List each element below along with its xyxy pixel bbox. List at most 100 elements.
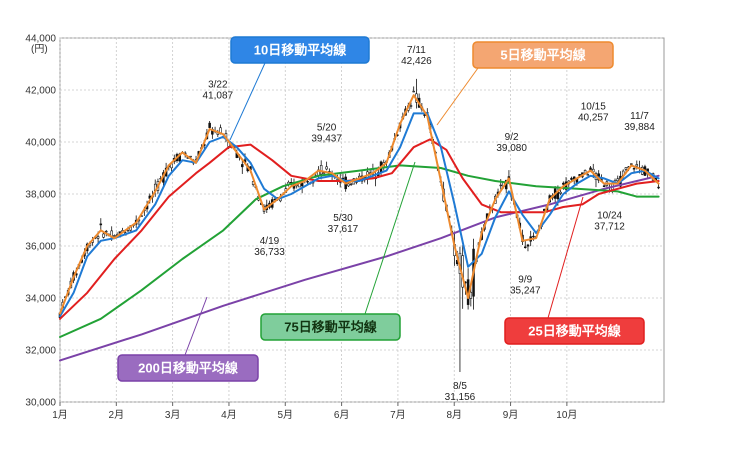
grid bbox=[59, 37, 665, 403]
annotation-date: 11/7 bbox=[630, 111, 649, 122]
candle-body bbox=[562, 182, 565, 185]
candle-body bbox=[322, 172, 326, 175]
legend-badge: 75日移動平均線 bbox=[260, 161, 416, 341]
x-tick-label: 10月 bbox=[556, 409, 577, 421]
x-tick-label: 9月 bbox=[503, 409, 519, 421]
ma-line bbox=[59, 112, 660, 318]
candle-body bbox=[347, 183, 350, 187]
ma-line bbox=[59, 138, 660, 320]
candle-body bbox=[412, 90, 415, 93]
leader-line bbox=[547, 196, 584, 319]
y-tick-label: 30,000 bbox=[25, 398, 56, 409]
price-annotation: 11/739,884 bbox=[624, 111, 655, 133]
leader-line bbox=[436, 67, 479, 126]
badge-label: 10日移動平均線 bbox=[254, 43, 347, 58]
y-axis: 44,000 42,000 40,000 38,000 36,000 34,000 32,0… bbox=[25, 34, 56, 409]
candle-body bbox=[319, 165, 323, 175]
y-tick-label: 34,000 bbox=[25, 294, 56, 305]
y-tick-label: 38,000 bbox=[25, 190, 56, 201]
candle-body bbox=[325, 166, 328, 170]
annotation-date: 10/24 bbox=[597, 210, 622, 221]
annotation-date: 7/11 bbox=[407, 45, 426, 56]
legend-badge: 5日移動平均線 bbox=[436, 41, 614, 126]
candle-body bbox=[349, 183, 353, 186]
candle-body bbox=[570, 177, 573, 180]
ma-line bbox=[59, 94, 660, 315]
legend-badge: 200日移動平均線 bbox=[117, 296, 259, 382]
annotation-date: 10/15 bbox=[581, 101, 606, 112]
candle-body bbox=[126, 230, 130, 232]
ma-line bbox=[59, 164, 660, 338]
badge-label: 75日移動平均線 bbox=[284, 320, 377, 335]
candle-body bbox=[423, 114, 426, 116]
annotation-date: 8/5 bbox=[453, 381, 467, 392]
y-tick-label: 32,000 bbox=[25, 346, 56, 357]
annotation-date: 3/22 bbox=[208, 80, 228, 91]
annotation-value: 31,156 bbox=[445, 392, 476, 403]
moving-average-lines bbox=[59, 94, 660, 362]
candle-body bbox=[409, 105, 413, 107]
y-unit-label: (円) bbox=[31, 44, 48, 55]
y-tick-label: 44,000 bbox=[25, 34, 56, 45]
badge-label: 5日移動平均線 bbox=[500, 48, 586, 63]
badge-box bbox=[117, 354, 259, 382]
candle-body bbox=[635, 164, 639, 167]
y-tick-label: 42,000 bbox=[25, 86, 56, 97]
annotation-date: 9/2 bbox=[505, 132, 519, 143]
candle-body bbox=[630, 163, 633, 165]
x-tick-label: 8月 bbox=[446, 409, 462, 421]
candle-body bbox=[559, 191, 562, 194]
x-axis: 1月 2月 3月 4月 5月 6月 7月 8月 9月 10月 bbox=[52, 402, 577, 421]
annotation-value: 40,257 bbox=[578, 112, 609, 123]
x-tick-label: 4月 bbox=[221, 409, 237, 421]
candle-body bbox=[306, 181, 309, 183]
candle-body bbox=[586, 174, 590, 176]
badge-label: 200日移動平均線 bbox=[138, 361, 239, 376]
annotation-date: 4/19 bbox=[260, 236, 280, 247]
leader-line bbox=[364, 161, 416, 315]
candle-body bbox=[526, 244, 530, 247]
candle-body bbox=[96, 236, 100, 239]
annotation-date: 5/30 bbox=[333, 213, 353, 224]
x-tick-label: 6月 bbox=[334, 409, 350, 421]
x-tick-label: 5月 bbox=[277, 409, 293, 421]
candle-body bbox=[616, 178, 619, 182]
legend-badges: 10日移動平均線 5日移動平均線 75日移動平均線 25日移動平均線 200日移動平均線 bbox=[117, 36, 645, 382]
annotation-value: 42,426 bbox=[401, 56, 432, 67]
annotation-value: 37,617 bbox=[328, 224, 359, 235]
leader-line bbox=[184, 296, 208, 356]
candle-body bbox=[99, 223, 103, 226]
candle-body bbox=[208, 122, 211, 128]
annotation-value: 39,437 bbox=[311, 134, 342, 145]
badge-box bbox=[260, 313, 401, 341]
badge-box bbox=[504, 317, 645, 345]
candle-body bbox=[602, 185, 606, 187]
candle-body bbox=[532, 235, 535, 238]
candle-body bbox=[499, 184, 503, 187]
ma-line bbox=[59, 174, 660, 362]
candle-body bbox=[189, 155, 192, 158]
annotation-value: 39,884 bbox=[624, 122, 655, 133]
badge-label: 25日移動平均線 bbox=[528, 324, 621, 339]
candle-body bbox=[469, 291, 473, 299]
candle-body bbox=[523, 246, 527, 248]
annotation-date: 9/9 bbox=[518, 275, 532, 286]
legend-badge: 10日移動平均線 bbox=[229, 36, 370, 141]
candle-body bbox=[102, 233, 105, 238]
candle-body bbox=[241, 164, 244, 168]
x-tick-label: 2月 bbox=[109, 409, 125, 421]
candle-body bbox=[632, 168, 636, 170]
badge-box bbox=[472, 41, 614, 69]
annotation-value: 39,080 bbox=[496, 143, 527, 154]
badge-box bbox=[230, 36, 370, 64]
annotation-value: 36,733 bbox=[254, 247, 285, 258]
x-tick-label: 3月 bbox=[165, 409, 181, 421]
legend-badge: 25日移動平均線 bbox=[504, 196, 645, 345]
